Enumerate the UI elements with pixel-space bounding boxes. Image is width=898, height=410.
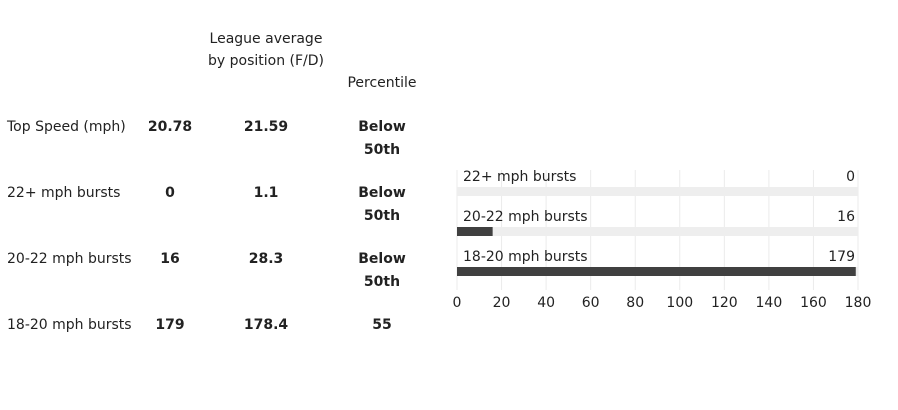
- cell-value: 0: [165, 185, 175, 201]
- cell-value: 179: [155, 317, 185, 333]
- cell-value: 16: [160, 251, 180, 267]
- cell-value: 178.4: [243, 317, 289, 333]
- bar-label: 20-22 mph bursts: [463, 209, 588, 225]
- column-header: Percentile: [347, 75, 417, 91]
- x-tick-label: 80: [626, 295, 644, 311]
- row-label: 20-22 mph bursts: [7, 251, 132, 267]
- bar-label: 18-20 mph bursts: [463, 249, 588, 265]
- bar-track: [457, 227, 858, 236]
- x-tick-label: 0: [453, 295, 462, 311]
- column-header: League average by position (F/D): [208, 31, 324, 69]
- x-tick-label: 160: [800, 295, 827, 311]
- bar: [457, 267, 856, 276]
- cell-percentile: 55: [372, 317, 392, 333]
- x-tick-label: 140: [756, 295, 783, 311]
- value-label: 179: [828, 249, 855, 265]
- cell-value: 28.3: [248, 251, 284, 267]
- value-label: 0: [846, 169, 855, 185]
- x-tick-label: 60: [582, 295, 600, 311]
- x-tick-label: 20: [493, 295, 511, 311]
- x-tick-label: 120: [711, 295, 738, 311]
- x-tick-label: 180: [845, 295, 872, 311]
- x-tick-label: 40: [537, 295, 555, 311]
- bar-label: 22+ mph bursts: [463, 169, 576, 185]
- cell-percentile: Below 50th: [358, 251, 406, 290]
- cell-value: 21.59: [243, 119, 289, 135]
- cell-percentile: Below 50th: [358, 185, 406, 224]
- cell-percentile: Below 50th: [358, 119, 406, 158]
- bar: [457, 227, 493, 236]
- row-label: 18-20 mph bursts: [7, 317, 132, 333]
- cell-value: 1.1: [253, 185, 279, 201]
- row-label: Top Speed (mph): [7, 119, 126, 135]
- cell-value: 20.78: [147, 119, 193, 135]
- bar-track: [457, 187, 858, 196]
- value-label: 16: [837, 209, 855, 225]
- row-label: 22+ mph bursts: [7, 185, 121, 201]
- x-tick-label: 100: [666, 295, 693, 311]
